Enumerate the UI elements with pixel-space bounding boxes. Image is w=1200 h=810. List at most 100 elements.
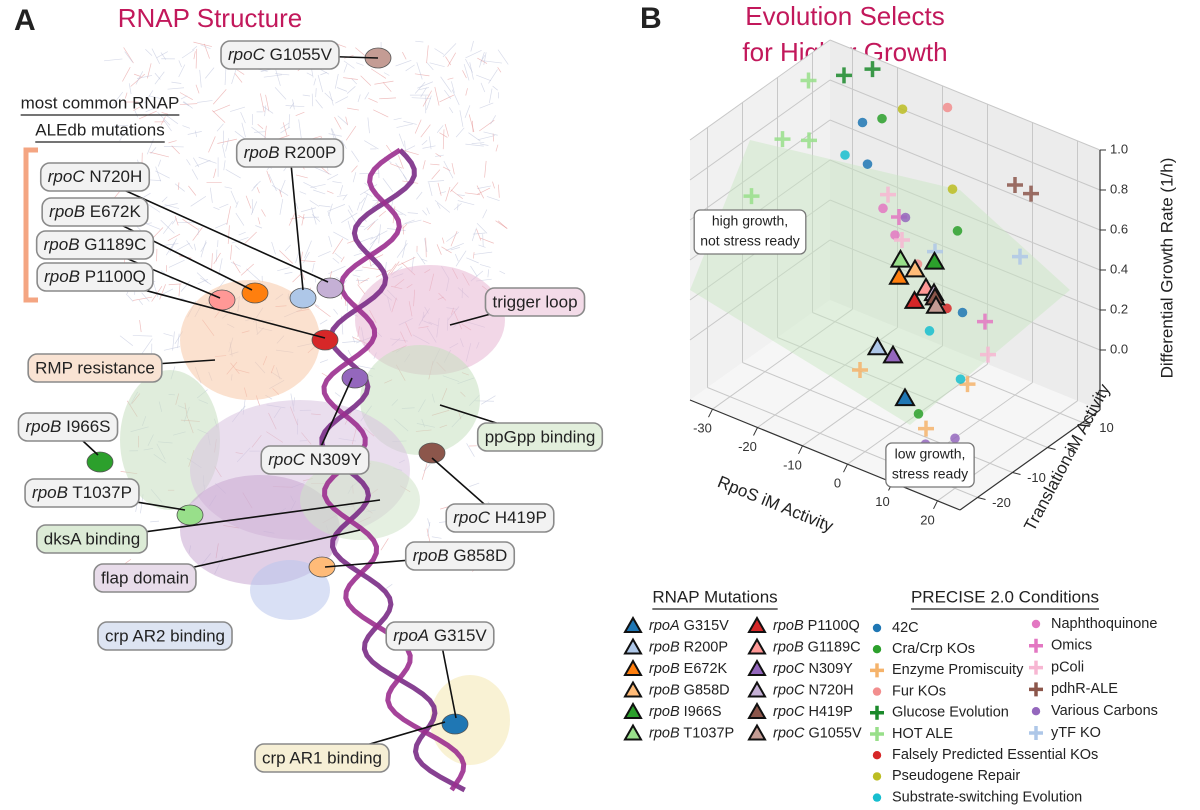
x-tick-label: 10: [875, 494, 889, 509]
wireframe: [339, 185, 344, 196]
wireframe: [326, 190, 334, 194]
circle-marker: [872, 687, 882, 696]
wireframe: [135, 71, 144, 85]
wireframe: [174, 215, 179, 226]
wireframe: [468, 132, 481, 142]
wireframe: [311, 213, 321, 222]
legend-entry: rpoB E672K: [649, 661, 728, 677]
legend-entry: Substrate-switching Evolution: [892, 789, 1082, 805]
wireframe: [336, 194, 346, 197]
wireframe: [360, 193, 368, 211]
wireframe: [139, 319, 142, 333]
tick-mark: [977, 497, 986, 500]
wireframe: [477, 57, 488, 64]
wireframe: [231, 237, 249, 244]
wireframe: [347, 209, 357, 223]
wireframe: [187, 131, 202, 135]
plus-marker: [774, 131, 791, 148]
wireframe: [132, 335, 153, 337]
wireframe: [385, 583, 393, 589]
grid-line: [712, 308, 853, 410]
wireframe: [352, 274, 361, 278]
plus-marker: [977, 313, 993, 330]
tick-mark: [708, 408, 713, 418]
structure-background: [86, 39, 510, 793]
wireframe: [411, 97, 431, 99]
wireframe: [186, 159, 191, 166]
wireframe: [442, 166, 451, 172]
triangle-marker: [888, 265, 910, 285]
wireframe: [315, 88, 317, 98]
wireframe: [427, 180, 445, 183]
wireframe: [405, 145, 416, 151]
wireframe: [295, 111, 305, 117]
wireframe: [123, 47, 134, 64]
wireframe: [234, 245, 240, 250]
wireframe: [414, 119, 422, 134]
wireframe: [194, 130, 198, 138]
structure-label: rpoB T1037P: [32, 483, 132, 502]
grid-line: [829, 119, 1101, 231]
legend-entry: rpoB T1037P: [649, 725, 734, 741]
wireframe: [421, 258, 428, 262]
structure-label: rpoB R200P: [244, 143, 337, 162]
wireframe: [419, 87, 429, 91]
wireframe: [478, 244, 486, 248]
mutation-site: [241, 282, 269, 304]
wireframe: [407, 212, 418, 214]
wireframe: [382, 178, 394, 192]
wireframe: [360, 197, 366, 204]
wireframe: [240, 405, 246, 412]
wireframe: [133, 106, 141, 111]
wireframe: [234, 73, 243, 83]
z-tick-label: 0.8: [1110, 181, 1128, 196]
z-tick-label: 1.0: [1110, 141, 1128, 156]
wireframe: [441, 237, 445, 244]
wireframe: [469, 62, 474, 80]
wireframe: [235, 201, 239, 208]
wireframe: [167, 233, 181, 242]
wireframe: [436, 202, 441, 209]
z-tick-label: 0.6: [1110, 221, 1128, 236]
mutation-site: [208, 289, 236, 311]
label-box: [24, 478, 140, 508]
wireframe: [164, 204, 180, 209]
wireframe: [219, 203, 229, 209]
wireframe: [138, 299, 144, 306]
annotation: stress ready: [892, 466, 968, 482]
wireframe: [306, 72, 313, 77]
wireframe: [462, 70, 467, 79]
wireframe: [422, 220, 432, 225]
structure-label: rpoC H419P: [453, 508, 547, 527]
wireframe: [450, 231, 458, 247]
wireframe: [490, 115, 496, 125]
structure-labels: rpoC G1055V rpoB R200P rpoC N720H rpoB E672…: [17, 40, 604, 773]
wireframe: [434, 48, 445, 55]
wireframe: [389, 163, 403, 169]
wireframe: [257, 123, 264, 130]
plus-marker: [801, 132, 817, 149]
wireframe: [328, 204, 346, 212]
wireframe: [342, 193, 348, 201]
wireframe: [495, 220, 508, 229]
wireframe: [192, 227, 203, 241]
circle-marker: [862, 159, 873, 169]
wireframe: [212, 89, 227, 105]
panel-label: A: [14, 4, 36, 37]
plus-marker: [1029, 660, 1043, 675]
legend-entry: Omics: [1051, 638, 1092, 654]
wireframe: [319, 359, 329, 363]
annotation: not stress ready: [700, 233, 800, 249]
wireframe: [251, 183, 258, 192]
wireframe: [481, 395, 496, 405]
wireframe: [426, 62, 434, 71]
wireframe: [332, 238, 344, 255]
wireframe: [352, 172, 357, 183]
wireframe: [364, 140, 379, 150]
circle-marker: [955, 374, 966, 384]
wireframe: [314, 167, 332, 176]
circle-marker: [952, 226, 963, 236]
wireframe: [482, 60, 503, 64]
wireframe: [226, 206, 231, 225]
wireframe: [263, 74, 282, 78]
